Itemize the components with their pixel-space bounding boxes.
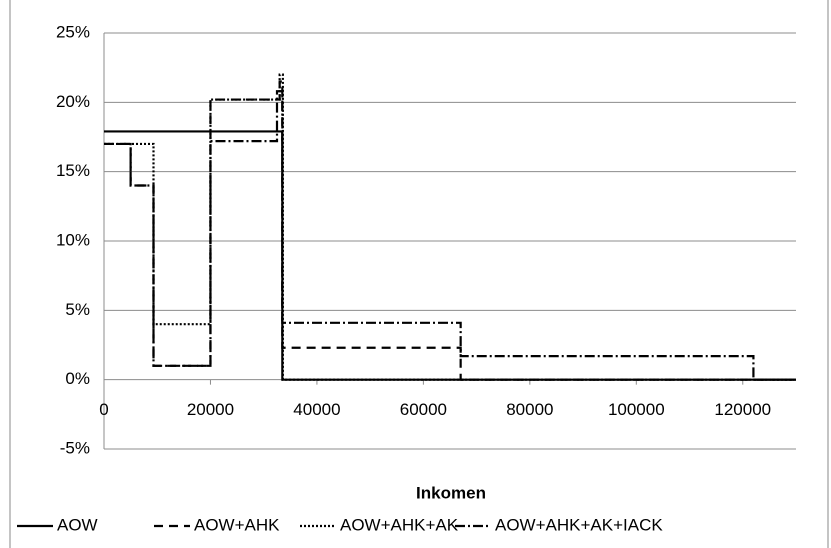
x-tick-label: 100000 (608, 400, 665, 419)
x-tick-label: 120000 (714, 400, 771, 419)
x-tick-label: 40000 (293, 400, 340, 419)
series-line (104, 90, 796, 381)
y-tick-label: 20% (56, 92, 90, 111)
y-tick-label: 0% (65, 369, 90, 388)
y-tick-label: 10% (56, 230, 90, 249)
y-tick-label: 15% (56, 161, 90, 180)
x-tick-label: 80000 (506, 400, 553, 419)
chart-frame (9, 0, 829, 548)
series-line (104, 80, 796, 381)
y-tick-label: 25% (56, 22, 90, 41)
x-tick-label: 0 (99, 400, 108, 419)
y-tick-label: 5% (65, 300, 90, 319)
legend-label: AOW+AHK (194, 515, 280, 534)
x-tick-label: 60000 (400, 400, 447, 419)
legend-label: AOW+AHK+AK+IACK (495, 515, 663, 534)
x-axis-label: Inkomen (416, 483, 486, 502)
legend-label: AOW (57, 515, 98, 534)
y-tick-label: -5% (60, 438, 90, 457)
x-tick-label: 20000 (187, 400, 234, 419)
legend-label: AOW+AHK+AK (340, 515, 459, 534)
